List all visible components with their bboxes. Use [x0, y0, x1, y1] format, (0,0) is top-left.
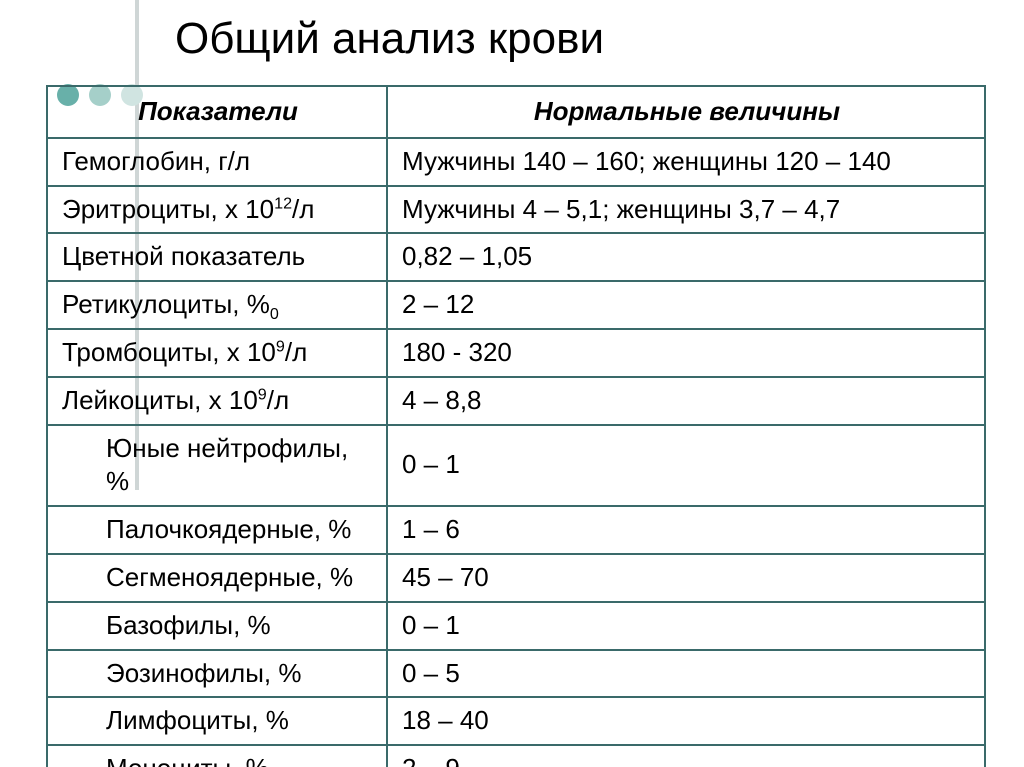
- table-row: Гемоглобин, г/лМужчины 140 – 160; женщин…: [47, 138, 985, 186]
- page-title: Общий анализ крови: [175, 14, 604, 64]
- value-cell: 18 – 40: [387, 697, 985, 745]
- table-row: Цветной показатель0,82 – 1,05: [47, 233, 985, 281]
- value-cell: 2 – 9: [387, 745, 985, 767]
- table-row: Сегменоядерные, %45 – 70: [47, 554, 985, 602]
- header-value: Нормальные величины: [387, 86, 985, 138]
- value-cell: 1 – 6: [387, 506, 985, 554]
- blood-test-table: Показатели Нормальные величины Гемоглоби…: [46, 85, 986, 767]
- table-row: Тромбоциты, х 109/л180 - 320: [47, 329, 985, 377]
- table-header-row: Показатели Нормальные величины: [47, 86, 985, 138]
- table-row: Моноциты, %2 – 9: [47, 745, 985, 767]
- table-row: Лейкоциты, х 109/л4 – 8,8: [47, 377, 985, 425]
- value-cell: 0,82 – 1,05: [387, 233, 985, 281]
- param-cell: Гемоглобин, г/л: [47, 138, 387, 186]
- param-cell: Тромбоциты, х 109/л: [47, 329, 387, 377]
- value-cell: Мужчины 140 – 160; женщины 120 – 140: [387, 138, 985, 186]
- param-cell: Лейкоциты, х 109/л: [47, 377, 387, 425]
- param-cell: Базофилы, %: [47, 602, 387, 650]
- value-cell: 180 - 320: [387, 329, 985, 377]
- value-cell: 0 – 1: [387, 602, 985, 650]
- table-row: Эозинофилы, %0 – 5: [47, 650, 985, 698]
- table-row: Ретикулоциты, %02 – 12: [47, 281, 985, 329]
- param-cell: Палочкоядерные, %: [47, 506, 387, 554]
- value-cell: 45 – 70: [387, 554, 985, 602]
- table-row: Лимфоциты, %18 – 40: [47, 697, 985, 745]
- table-row: Палочкоядерные, %1 – 6: [47, 506, 985, 554]
- param-cell: Лимфоциты, %: [47, 697, 387, 745]
- param-cell: Юные нейтрофилы, %: [47, 425, 387, 507]
- header-param: Показатели: [47, 86, 387, 138]
- table-row: Базофилы, %0 – 1: [47, 602, 985, 650]
- param-cell: Цветной показатель: [47, 233, 387, 281]
- value-cell: 0 – 5: [387, 650, 985, 698]
- slide: Общий анализ крови Показатели Нормальные…: [0, 0, 1024, 767]
- value-cell: 0 – 1: [387, 425, 985, 507]
- param-cell: Моноциты, %: [47, 745, 387, 767]
- value-cell: 2 – 12: [387, 281, 985, 329]
- param-cell: Ретикулоциты, %0: [47, 281, 387, 329]
- param-cell: Эритроциты, х 1012/л: [47, 186, 387, 234]
- value-cell: 4 – 8,8: [387, 377, 985, 425]
- table-row: Юные нейтрофилы, %0 – 1: [47, 425, 985, 507]
- param-cell: Сегменоядерные, %: [47, 554, 387, 602]
- value-cell: Мужчины 4 – 5,1; женщины 3,7 – 4,7: [387, 186, 985, 234]
- table-row: Эритроциты, х 1012/лМужчины 4 – 5,1; жен…: [47, 186, 985, 234]
- param-cell: Эозинофилы, %: [47, 650, 387, 698]
